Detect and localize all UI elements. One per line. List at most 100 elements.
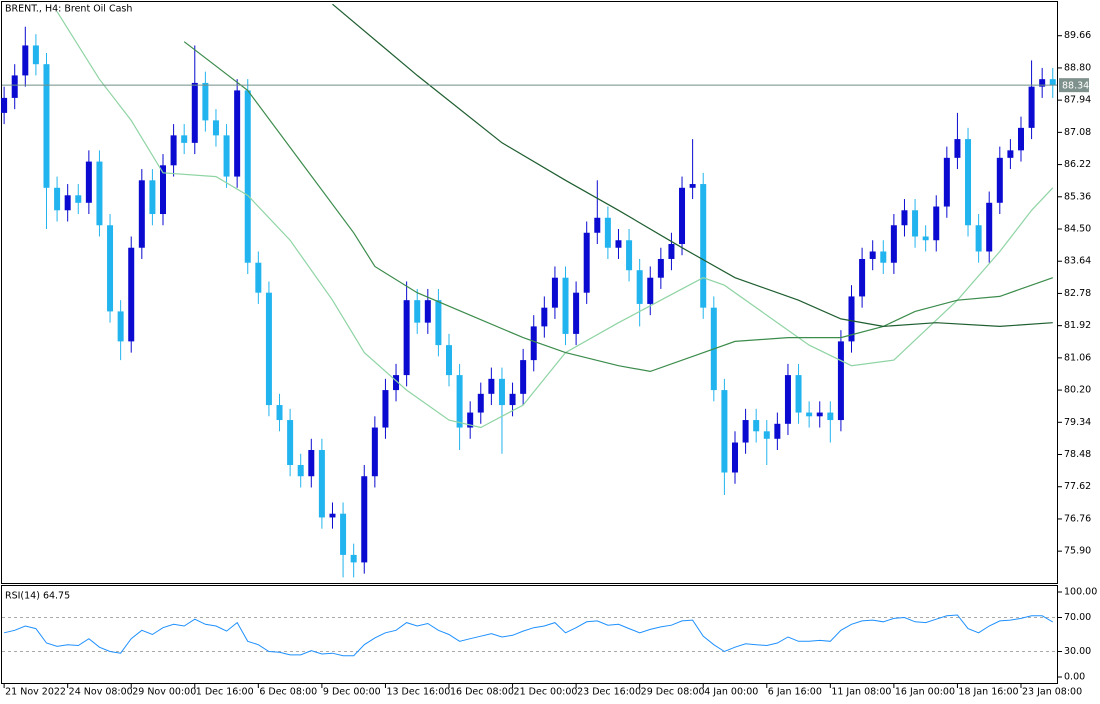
candle-body: [615, 240, 622, 248]
candle-body: [297, 465, 304, 477]
candle-body: [657, 258, 664, 278]
candle-body: [170, 135, 177, 166]
candle-body: [1028, 86, 1035, 128]
candle-body: [753, 420, 760, 432]
candle-body: [848, 296, 855, 342]
candle-body: [488, 378, 495, 394]
candle-body: [244, 90, 251, 263]
candle-body: [594, 217, 601, 233]
y-tick-label: 0.00: [1064, 671, 1085, 682]
candle-body: [445, 345, 452, 376]
candle-body: [350, 554, 357, 563]
rsi-plot: [2, 614, 1057, 657]
candle-body: [679, 187, 686, 244]
candle-body: [329, 513, 336, 518]
y-tick-label: 88.80: [1064, 62, 1091, 73]
candle-body: [996, 157, 1003, 203]
candle-body: [22, 45, 29, 76]
x-tick-label: 4 Jan 00:00: [704, 687, 758, 698]
candle-body: [191, 82, 198, 143]
candle-body: [731, 442, 738, 473]
candle-body: [11, 75, 18, 98]
candle-body: [869, 251, 876, 259]
candle-body: [520, 360, 527, 394]
y-tick-label: 86.22: [1064, 159, 1091, 170]
candle-body: [202, 82, 209, 121]
candle-body: [700, 184, 707, 308]
x-tick-label: 13 Dec 16:00: [386, 687, 450, 698]
candle-body: [1007, 150, 1014, 158]
candle-body: [806, 412, 813, 417]
x-tick-label: 29 Nov 00:00: [132, 687, 196, 698]
y-tick-label: 81.92: [1064, 320, 1091, 331]
candle-body: [890, 225, 897, 263]
y-tick-label: 87.08: [1064, 127, 1091, 138]
candle-body: [1, 97, 8, 113]
candle-body: [414, 300, 421, 323]
chart-title: BRENT., H4: Brent Oil Cash: [5, 4, 132, 15]
y-tick-label: 87.94: [1064, 95, 1091, 106]
candle-body: [361, 476, 368, 563]
candle-body: [562, 277, 569, 334]
candle-body: [837, 341, 844, 421]
candle-body: [668, 243, 675, 259]
candle-body: [149, 180, 156, 215]
current-price-box: [1059, 78, 1089, 93]
price-panel: [1, 1, 1058, 584]
candle-body: [763, 431, 770, 439]
x-tick-label: 23 Dec 16:00: [577, 687, 641, 698]
candle-body: [573, 292, 580, 334]
candle-body: [647, 277, 654, 304]
y-tick-label: 81.06: [1064, 352, 1091, 363]
candle-body: [265, 292, 272, 406]
candle-body: [636, 270, 643, 304]
candle-body: [583, 232, 590, 293]
x-tick-label: 18 Jan 16:00: [958, 687, 1018, 698]
y-tick-label: 85.36: [1064, 191, 1091, 202]
candle-body: [424, 300, 431, 323]
candle-body: [64, 195, 71, 211]
x-tick-label: 21 Nov 2022: [5, 687, 66, 698]
candle-body: [975, 225, 982, 252]
candle-body: [742, 420, 749, 443]
candle-body: [255, 262, 262, 293]
candle-body: [160, 165, 167, 215]
candle-body: [922, 236, 929, 241]
candle-body: [467, 412, 474, 428]
y-tick-label: 77.62: [1064, 481, 1091, 492]
candle-body: [318, 450, 325, 518]
candle-body: [107, 225, 114, 312]
candle-body: [117, 311, 124, 342]
candle-body: [880, 251, 887, 263]
candle-body: [943, 157, 950, 207]
candle-body: [912, 210, 919, 237]
candle-body: [509, 393, 516, 406]
candle-body: [954, 139, 961, 158]
candle-body: [138, 180, 145, 248]
candle-body: [965, 139, 972, 226]
y-tick-label: 78.48: [1064, 449, 1091, 460]
y-tick-label: 70.00: [1064, 612, 1091, 623]
x-tick-label: 11 Jan 08:00: [831, 687, 891, 698]
x-tick-label: 16 Jan 00:00: [895, 687, 955, 698]
candle-body: [75, 195, 82, 203]
candle-body: [128, 247, 135, 342]
x-tick-label: 1 Dec 16:00: [196, 687, 254, 698]
candle-body: [816, 412, 823, 417]
candle-body: [287, 420, 294, 466]
y-tick-label: 80.20: [1064, 385, 1091, 396]
candle-body: [498, 378, 505, 406]
x-tick-label: 21 Dec 00:00: [514, 687, 578, 698]
x-tick-label: 23 Jan 08:00: [1022, 687, 1082, 698]
axes: 21 Nov 2022 24 Nov 08:00 29 Nov 00:00 1 Dec…: [3, 30, 1097, 698]
candle-body: [234, 90, 241, 177]
candle-body: [54, 187, 61, 211]
candle-body: [774, 423, 781, 439]
y-tick-label: 100.00: [1064, 587, 1097, 598]
y-tick-label: 84.50: [1064, 224, 1091, 235]
candle-body: [403, 300, 410, 376]
y-tick-label: 82.78: [1064, 288, 1091, 299]
candle-body: [340, 513, 347, 555]
x-tick-label: 6 Dec 08:00: [259, 687, 317, 698]
candle-body: [933, 206, 940, 241]
